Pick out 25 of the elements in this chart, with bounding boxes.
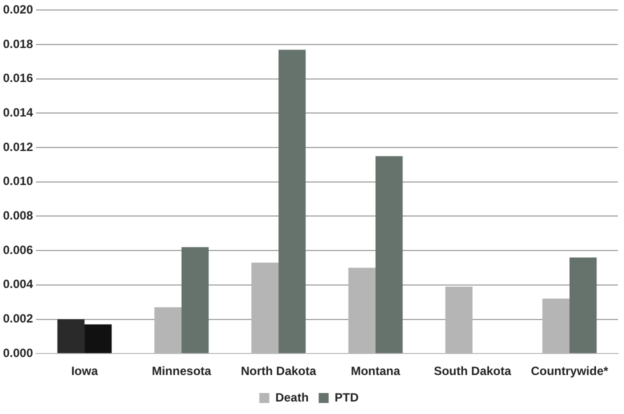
bar bbox=[182, 247, 209, 354]
legend-label: Death bbox=[275, 390, 309, 404]
x-tick-label: Countrywide* bbox=[530, 364, 608, 378]
y-tick-label: 0.010 bbox=[3, 174, 34, 188]
x-tick-label: North Dakota bbox=[240, 364, 317, 378]
x-tick-label: Iowa bbox=[71, 364, 98, 378]
y-tick-label: 0.020 bbox=[3, 2, 34, 17]
x-tick-label: Minnesota bbox=[152, 364, 212, 378]
y-tick-label: 0.018 bbox=[3, 36, 34, 51]
legend-label: PTD bbox=[334, 390, 360, 404]
x-tick-label: Montana bbox=[350, 364, 400, 378]
y-tick-label: 0.006 bbox=[3, 242, 34, 257]
bar bbox=[376, 156, 403, 354]
y-tick-label: 0.002 bbox=[3, 312, 34, 326]
y-tick-label: 0.000 bbox=[3, 346, 34, 360]
y-tick-label: 0.008 bbox=[3, 208, 34, 223]
bar bbox=[84, 324, 112, 354]
x-tick-label: South Dakota bbox=[434, 364, 512, 378]
bar bbox=[570, 257, 597, 354]
y-tick-label: 0.016 bbox=[3, 71, 34, 86]
y-tick-label: 0.004 bbox=[3, 277, 34, 292]
bar bbox=[278, 50, 306, 354]
y-tick-label: 0.014 bbox=[3, 106, 34, 120]
y-tick-label: 0.012 bbox=[3, 140, 34, 154]
bar bbox=[57, 319, 85, 354]
